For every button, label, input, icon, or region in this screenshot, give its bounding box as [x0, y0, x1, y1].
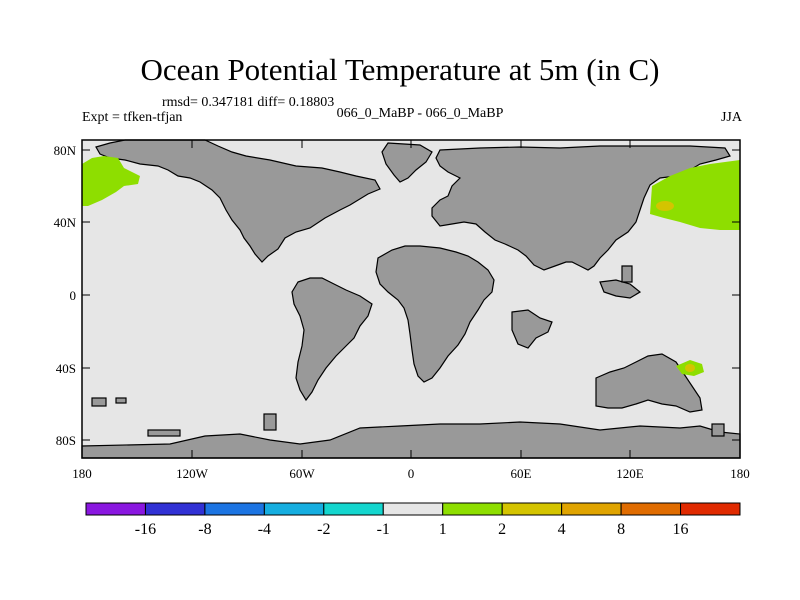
land-madagascar	[511, 309, 553, 349]
cases-label: 066_0_MaBP - 066_0_MaBP	[336, 106, 504, 121]
stats-text: rmsd= 0.347181 diff= 0.18803	[162, 95, 335, 110]
colorbar-box	[144, 502, 206, 516]
land-antarctica	[81, 421, 741, 459]
tick-marks	[82, 140, 740, 458]
lat-label: 80S	[56, 433, 76, 448]
land-australia	[595, 353, 703, 413]
lat-label: 40N	[54, 215, 77, 230]
colorbar-box	[204, 502, 265, 516]
land-eurasia	[431, 145, 731, 271]
land-north-america	[95, 139, 381, 263]
anomaly-tasman-core	[685, 364, 695, 372]
colorbar-box	[85, 502, 146, 516]
colorbar-label: -1	[377, 521, 390, 538]
map-title: Ocean Potential Temperature at 5m (in C)	[140, 52, 660, 87]
lat-label: 0	[70, 288, 77, 303]
lat-label: 80N	[54, 143, 77, 158]
colorbar-label: 8	[617, 521, 625, 538]
colorbar-label: -2	[317, 521, 330, 538]
colorbar-box	[620, 502, 682, 516]
land-small-island	[621, 265, 633, 283]
colorbar-box	[680, 502, 741, 516]
anomaly-nw	[82, 156, 140, 206]
lon-label: 60E	[511, 466, 532, 481]
anomaly-patches	[82, 156, 740, 376]
colorbar-label: -4	[258, 521, 271, 538]
land-south-america	[291, 277, 373, 402]
colorbar-box	[501, 502, 563, 516]
lon-label: 180	[72, 466, 92, 481]
lon-label: 0	[408, 466, 415, 481]
lon-labels: 180 120W 60W 0 60E 120E 180	[72, 466, 750, 481]
land-africa	[375, 245, 495, 383]
land-islet-5	[711, 423, 725, 437]
colorbar-label: 4	[558, 521, 566, 538]
anomaly-ne	[650, 160, 740, 230]
lat-label: 40S	[56, 361, 76, 376]
lon-label: 120E	[616, 466, 644, 481]
colorbar-label: -8	[198, 521, 211, 538]
colorbar-box	[442, 502, 503, 516]
lon-label: 120W	[176, 466, 209, 481]
colorbar: -16 -8 -4 -2 -1 1 2 4 8 16	[85, 502, 741, 538]
colorbar-label: 2	[498, 521, 506, 538]
land-islet-1	[91, 397, 107, 407]
experiment-label: Expt = tfken-tfjan	[82, 110, 183, 125]
anomaly-ne-core	[656, 201, 674, 211]
land-islet-2	[115, 397, 127, 404]
land-masses	[81, 139, 741, 459]
colorbar-box	[263, 502, 325, 516]
colorbar-box	[561, 502, 622, 516]
lat-labels: 80N 40N 0 40S 80S	[54, 143, 77, 448]
colorbar-label: 16	[673, 521, 689, 538]
colorbar-label: 1	[439, 521, 447, 538]
season-label: JJA	[720, 110, 742, 125]
lon-label: 180	[730, 466, 750, 481]
colorbar-label: -16	[135, 521, 156, 538]
land-greenland	[381, 142, 433, 183]
lon-label: 60W	[289, 466, 315, 481]
land-islands	[599, 279, 642, 299]
colorbar-box	[382, 502, 444, 516]
land-islet-3	[147, 429, 181, 437]
land-islet-4	[263, 413, 277, 431]
colorbar-box	[323, 502, 384, 516]
